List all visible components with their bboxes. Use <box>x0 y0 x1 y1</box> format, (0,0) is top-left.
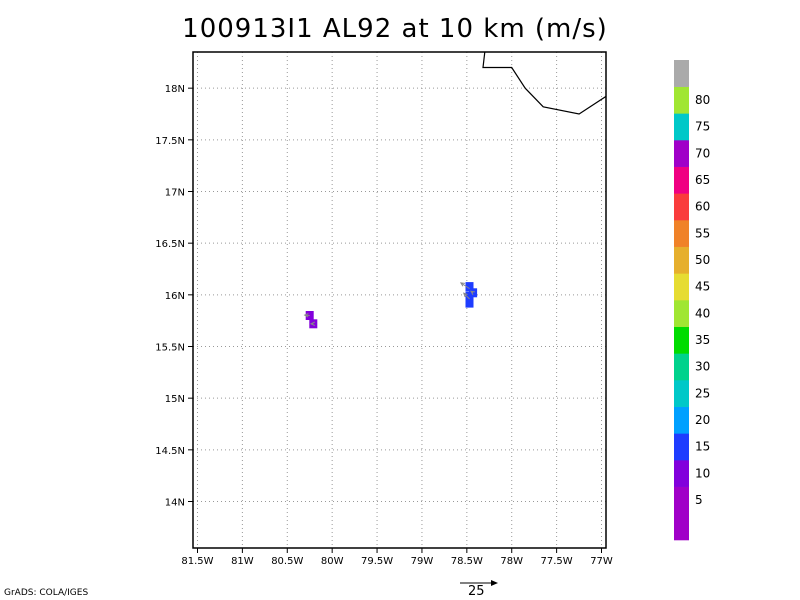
colorbar-label: 50 <box>695 253 710 267</box>
y-tick-label: 18N <box>165 84 185 95</box>
colorbar-swatch <box>674 513 689 541</box>
y-tick-label: 16.5N <box>155 239 185 250</box>
y-tick-label: 17N <box>165 188 185 199</box>
colorbar-label: 40 <box>695 306 710 320</box>
colorbar-label: 80 <box>695 93 710 107</box>
colorbar-swatch <box>674 406 689 434</box>
colorbar-swatch <box>674 460 689 487</box>
y-tick-label: 14N <box>165 498 185 509</box>
y-tick-label: 16N <box>165 291 185 302</box>
colorbar-swatch <box>674 380 689 407</box>
colorbar-swatch <box>674 486 689 514</box>
wind-speed-cell <box>465 282 474 292</box>
x-tick-label: 78.5W <box>451 556 483 567</box>
x-tick-label: 79.5W <box>361 556 393 567</box>
colorbar-swatch <box>674 326 689 354</box>
colorbar-label: 70 <box>695 146 710 160</box>
x-tick-label: 79W <box>411 556 434 567</box>
colorbar-label: 45 <box>695 280 710 294</box>
y-axis: 14N 14.5N 15N 15.5N 16N 16.5N 17N 17.5N 18N <box>155 84 193 509</box>
x-tick-label: 80.5W <box>271 556 303 567</box>
colorbar-label: 25 <box>695 386 710 400</box>
x-tick-label: 81W <box>231 556 254 567</box>
colorbar-label: 65 <box>695 173 710 187</box>
colorbar-label: 30 <box>695 360 710 374</box>
x-tick-label: 78W <box>500 556 523 567</box>
x-tick-label: 77.5W <box>541 556 573 567</box>
colorbar-label: 55 <box>695 226 710 240</box>
y-tick-label: 17.5N <box>155 136 185 147</box>
y-tick-label: 15N <box>165 394 185 405</box>
colorbar-swatch <box>674 220 689 247</box>
coastline <box>482 52 606 115</box>
colorbar-swatch <box>674 246 689 274</box>
lat-lon-grid <box>193 52 606 548</box>
wind-speed-cell <box>469 288 478 298</box>
y-tick-label: 14.5N <box>155 446 185 457</box>
wind-vector <box>459 282 470 290</box>
colorbar-swatch <box>674 300 689 327</box>
x-axis: 81.5W 81W 80.5W 80W 79.5W 79W 78.5W 78W 77.5W 77W <box>181 548 613 567</box>
wind-vector <box>462 292 470 300</box>
colorbar-label: 75 <box>695 120 710 134</box>
colorbar-label: 10 <box>695 466 710 480</box>
colorbar-label: 5 <box>695 493 703 507</box>
wind-vectors <box>303 282 475 326</box>
wind-vector <box>470 290 475 296</box>
x-tick-label: 80W <box>321 556 344 567</box>
colorbar-label: 60 <box>695 200 710 214</box>
colorbar-swatch <box>674 140 689 167</box>
map-title-text: 100913I1 AL92 at 10 km (m/s) <box>182 14 608 44</box>
wind-vector <box>309 321 316 326</box>
colorbar-swatch <box>674 86 689 114</box>
wind-vector <box>303 313 310 318</box>
colorbar-swatch <box>674 193 689 221</box>
colorbar-label: 35 <box>695 333 710 347</box>
wind-speed-cells <box>305 282 478 329</box>
x-tick-label: 81.5W <box>181 556 213 567</box>
reference-vector <box>460 580 498 586</box>
coastline-path <box>482 52 606 115</box>
colorbar-swatch <box>674 60 689 87</box>
colorbar-swatch <box>674 166 689 194</box>
colorbar-label: 15 <box>695 440 710 454</box>
colorbar-swatch <box>674 273 689 301</box>
colorbar-swatch <box>674 113 689 141</box>
reference-vector-label: 25 <box>468 584 485 599</box>
wind-speed-cell <box>465 298 474 308</box>
plot-frame <box>192 51 607 549</box>
colorbar-swatch <box>674 433 689 461</box>
x-tick-label: 77W <box>590 556 613 567</box>
y-tick-label: 15.5N <box>155 343 185 354</box>
map-title: 100913I1 AL92 at 10 km (m/s) <box>0 14 800 44</box>
credit-text: GrADS: COLA/IGES <box>4 588 89 598</box>
colorbar-swatch <box>674 353 689 381</box>
colorbar-label: 20 <box>695 413 710 427</box>
reference-vector-arrowhead <box>491 580 498 586</box>
colorbar: 5 10 15 20 25 30 35 40 45 50 55 60 65 70 75 80 <box>674 60 710 541</box>
